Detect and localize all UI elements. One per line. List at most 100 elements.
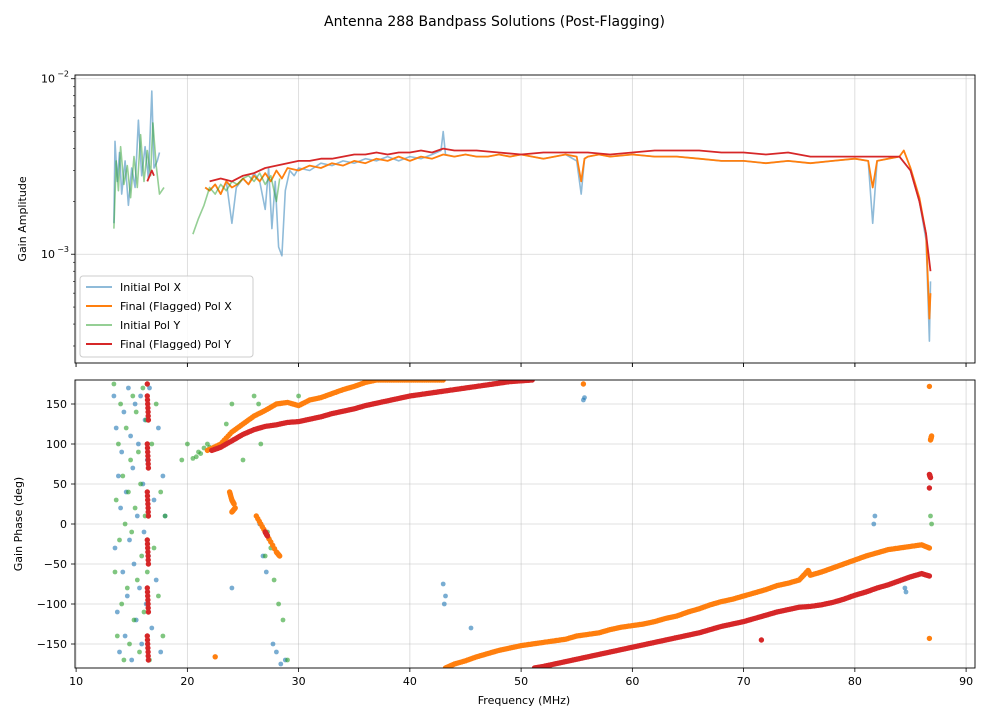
phase-point-final-flagged-pol-y bbox=[145, 461, 151, 467]
phase-point-final-flagged-pol-y bbox=[145, 501, 151, 507]
phase-point-final-flagged-pol-y bbox=[144, 445, 151, 451]
phase-point-initial-pol-x bbox=[156, 425, 161, 431]
phase-point-initial-pol-y bbox=[138, 481, 144, 487]
phase-point-final-flagged-pol-y bbox=[145, 557, 151, 563]
phase-xtick-label: 60 bbox=[625, 675, 639, 688]
phase-point-final-flagged-pol-y bbox=[145, 457, 151, 463]
phase-ytick-label: 50 bbox=[53, 478, 67, 491]
phase-point-final-flagged-pol-y bbox=[145, 561, 152, 567]
phase-point-final-flagged-pol-y bbox=[145, 497, 151, 503]
amplitude-series bbox=[113, 90, 932, 342]
phase-point-final-flagged-pol-x bbox=[580, 381, 587, 387]
phase-point-initial-pol-y bbox=[223, 421, 229, 427]
phase-point-initial-pol-y bbox=[130, 393, 136, 399]
phase-series-initial-pol-y bbox=[111, 381, 934, 663]
phase-point-initial-pol-y bbox=[129, 529, 135, 535]
phase-point-final-flagged-pol-y bbox=[145, 653, 151, 659]
phase-point-initial-pol-y bbox=[111, 381, 117, 387]
phase-ylabel: Gain Phase (deg) bbox=[12, 477, 25, 571]
phase-point-initial-pol-y bbox=[137, 649, 142, 655]
phase-xtick-label: 70 bbox=[737, 675, 751, 688]
phase-point-initial-pol-y bbox=[256, 401, 261, 407]
phase-xtick-label: 50 bbox=[514, 675, 528, 688]
amplitude-ytick-label: 10 bbox=[41, 248, 55, 261]
phase-point-initial-pol-x bbox=[134, 513, 140, 519]
phase-point-final-flagged-pol-y bbox=[144, 637, 151, 643]
phase-point-initial-pol-y bbox=[139, 553, 145, 559]
phase-point-initial-pol-x bbox=[147, 385, 152, 391]
phase-point-initial-pol-x bbox=[582, 395, 587, 400]
phase-point-initial-pol-y bbox=[156, 593, 161, 599]
phase-point-initial-pol-y bbox=[193, 454, 199, 460]
phase-point-final-flagged-pol-y bbox=[144, 441, 150, 447]
phase-point-initial-pol-x bbox=[136, 441, 141, 447]
phase-point-initial-pol-y bbox=[125, 489, 131, 495]
phase-point-initial-pol-x bbox=[121, 409, 127, 415]
phase-point-initial-pol-y bbox=[114, 633, 120, 639]
phase-point-final-flagged-pol-y bbox=[145, 453, 151, 459]
phase-point-initial-pol-x bbox=[125, 385, 131, 391]
phase-point-initial-pol-x bbox=[274, 649, 279, 655]
phase-point-final-flagged-pol-y bbox=[145, 505, 151, 511]
phase-point-final-flagged-pol-y bbox=[926, 573, 933, 579]
phase-point-initial-pol-x bbox=[139, 641, 145, 647]
phase-point-initial-pol-y bbox=[149, 441, 155, 447]
phase-point-initial-pol-x bbox=[468, 625, 474, 631]
phase-point-initial-pol-x bbox=[118, 505, 123, 511]
phase-point-final-flagged-pol-y bbox=[145, 649, 151, 655]
phase-point-initial-pol-x bbox=[116, 473, 121, 479]
phase-point-initial-pol-y bbox=[251, 393, 257, 399]
phase-point-final-flagged-pol-y bbox=[144, 537, 150, 543]
phase-point-initial-pol-x bbox=[119, 449, 125, 455]
phase-point-final-flagged-pol-y bbox=[144, 393, 150, 399]
phase-xtick-label: 40 bbox=[403, 675, 417, 688]
phase-point-initial-pol-y bbox=[124, 585, 130, 591]
phase-point-initial-pol-x bbox=[151, 497, 157, 503]
phase-ytick-label: −150 bbox=[37, 638, 67, 651]
phase-point-initial-pol-x bbox=[114, 609, 120, 615]
legend: Initial Pol X Final (Flagged) Pol X Init… bbox=[79, 275, 254, 358]
phase-point-initial-pol-y bbox=[141, 609, 147, 615]
phase-point-final-flagged-pol-y bbox=[927, 474, 934, 481]
phase-point-final-flagged-pol-x bbox=[212, 654, 218, 660]
phase-point-initial-pol-y bbox=[240, 457, 246, 463]
legend-label-initial-y: Initial Pol Y bbox=[120, 319, 180, 332]
amplitude-ytick-label: 10 bbox=[41, 73, 55, 86]
phase-point-final-flagged-pol-x bbox=[232, 505, 238, 511]
phase-point-final-flagged-pol-y bbox=[926, 485, 933, 491]
legend-entry-initial-x: Initial Pol X bbox=[86, 281, 181, 294]
amplitude-line-final-flagged-pol-y bbox=[146, 147, 932, 272]
phase-ytick-label: 0 bbox=[60, 518, 67, 531]
phase-point-initial-pol-x bbox=[138, 393, 144, 399]
phase-point-final-flagged-pol-y bbox=[529, 380, 535, 383]
phase-point-final-flagged-pol-y bbox=[145, 641, 151, 647]
phase-point-initial-pol-y bbox=[133, 409, 139, 415]
phase-point-initial-pol-x bbox=[113, 425, 119, 431]
phase-point-initial-pol-x bbox=[443, 593, 448, 599]
phase-ytick-label: 100 bbox=[46, 438, 67, 451]
phase-point-initial-pol-y bbox=[271, 577, 277, 583]
phase-point-initial-pol-y bbox=[117, 537, 122, 543]
phase-point-initial-pol-y bbox=[122, 521, 128, 527]
phase-point-initial-pol-y bbox=[929, 521, 934, 527]
phase-point-initial-pol-x bbox=[137, 585, 142, 591]
phase-point-final-flagged-pol-x bbox=[926, 545, 933, 551]
phase-point-final-flagged-pol-y bbox=[145, 417, 152, 423]
phase-point-initial-pol-y bbox=[151, 545, 157, 551]
phase-point-initial-pol-x bbox=[229, 585, 235, 591]
phase-point-initial-pol-x bbox=[130, 465, 136, 471]
phase-point-final-flagged-pol-y bbox=[145, 657, 152, 663]
phase-xtick-label: 10 bbox=[69, 675, 83, 688]
phase-point-initial-pol-y bbox=[162, 513, 168, 519]
amplitude-line-final-flagged-pol-x bbox=[204, 149, 932, 320]
phase-point-initial-pol-x bbox=[128, 433, 134, 439]
phase-point-initial-pol-y bbox=[128, 457, 134, 463]
amplitude-axes-frame bbox=[74, 74, 976, 364]
phase-point-initial-pol-y bbox=[153, 401, 159, 407]
phase-point-final-flagged-pol-y bbox=[145, 593, 151, 599]
phase-point-final-flagged-pol-y bbox=[145, 609, 152, 615]
phase-point-initial-pol-y bbox=[134, 577, 140, 583]
phase-point-initial-pol-x bbox=[129, 657, 135, 663]
phase-point-initial-pol-x bbox=[120, 569, 126, 575]
